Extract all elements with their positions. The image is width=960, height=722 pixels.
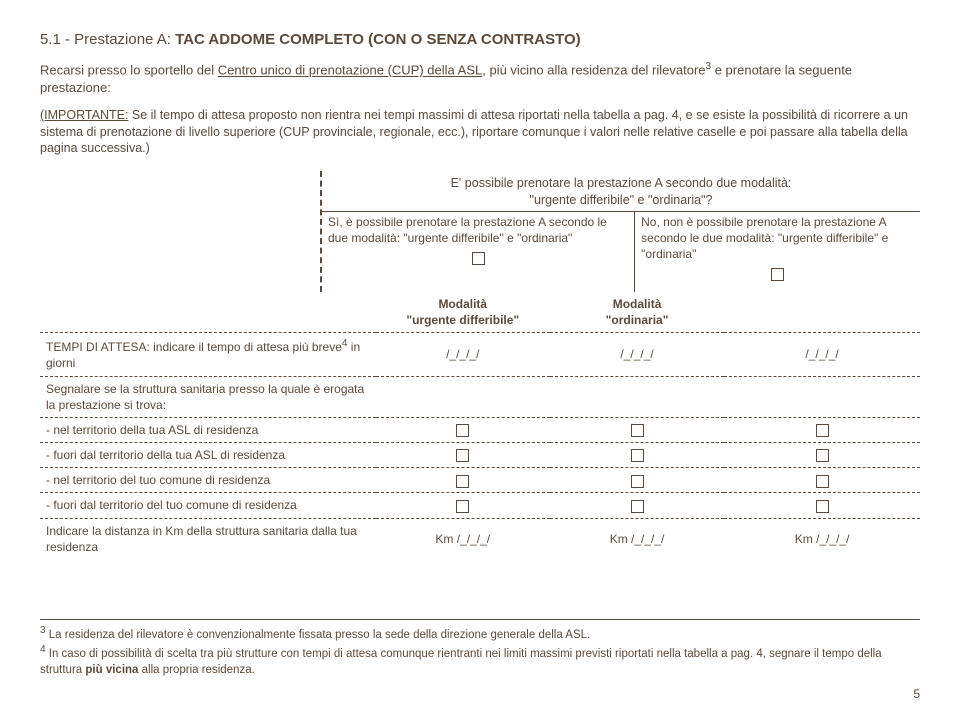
- th-no: [724, 292, 920, 333]
- chk[interactable]: [456, 475, 469, 488]
- question-block: E' possibile prenotare la prestazione A …: [320, 171, 920, 292]
- checkbox-no[interactable]: [771, 268, 784, 281]
- tempi-v3[interactable]: /_/_/_/: [724, 333, 920, 376]
- title-main: TAC ADDOME COMPLETO (CON O SENZA CONTRAS…: [175, 31, 581, 48]
- row-asl-out: - fuori dal territorio della tua ASL di …: [40, 443, 376, 468]
- tempi-v1[interactable]: /_/_/_/: [376, 333, 550, 376]
- table-row: TEMPI DI ATTESA: indicare il tempo di at…: [40, 333, 920, 376]
- chk[interactable]: [631, 449, 644, 462]
- f4c: alla propria residenza.: [138, 664, 254, 676]
- chk[interactable]: [456, 500, 469, 513]
- chk[interactable]: [456, 424, 469, 437]
- important-note: (IMPORTANTE: Se il tempo di attesa propo…: [40, 107, 920, 158]
- section-title: 5.1 - Prestazione A: TAC ADDOME COMPLETO…: [40, 30, 920, 50]
- km-v2[interactable]: Km /_/_/_/: [550, 518, 724, 559]
- chk[interactable]: [631, 500, 644, 513]
- footnotes: 3 La residenza del rilevatore è convenzi…: [40, 619, 920, 678]
- chk[interactable]: [631, 424, 644, 437]
- table-row: - fuori dal territorio della tua ASL di …: [40, 443, 920, 468]
- table-row: - fuori dal territorio del tuo comune di…: [40, 493, 920, 518]
- chk[interactable]: [816, 475, 829, 488]
- answer-no: No, non è possibile prenotare la prestaz…: [635, 212, 920, 292]
- km-v1[interactable]: Km /_/_/_/: [376, 518, 550, 559]
- th-mod1a: Modalità: [438, 297, 487, 311]
- tempi-v2[interactable]: /_/_/_/: [550, 333, 724, 376]
- intro-paragraph: Recarsi presso lo sportello del Centro u…: [40, 60, 920, 96]
- th-mod2a: Modalità: [613, 297, 662, 311]
- table-row: - nel territorio della tua ASL di reside…: [40, 417, 920, 442]
- row-tempi-label: TEMPI DI ATTESA: indicare il tempo di at…: [40, 333, 376, 376]
- row-km: Indicare la distanza in Km della struttu…: [40, 518, 376, 559]
- answer-yes: Sì, è possibile prenotare la prestazione…: [322, 212, 635, 292]
- table-row: Segnalare se la struttura sanitaria pres…: [40, 376, 920, 417]
- r1a: TEMPI DI ATTESA: indicare il tempo di at…: [46, 340, 342, 354]
- question-line1: E' possibile prenotare la prestazione A …: [451, 176, 792, 190]
- intro-t3: , più vicino alla residenza del rilevato…: [482, 63, 705, 78]
- table-row: - nel territorio del tuo comune di resid…: [40, 468, 920, 493]
- page-number: 5: [40, 686, 920, 702]
- title-prefix: 5.1 - Prestazione A:: [40, 31, 175, 48]
- th-empty: [40, 292, 376, 333]
- f3: La residenza del rilevatore è convenzion…: [46, 629, 591, 641]
- footnote-4: 4 In caso di possibilità di scelta tra p…: [40, 643, 920, 678]
- answer-no-text: No, non è possibile prenotare la prestaz…: [641, 215, 888, 261]
- note-lead: (IMPORTANTE:: [40, 108, 128, 122]
- chk[interactable]: [456, 449, 469, 462]
- chk[interactable]: [631, 475, 644, 488]
- note-body: Se il tempo di attesa proposto non rient…: [40, 108, 908, 156]
- intro-t2: Centro unico di prenotazione (CUP) della…: [218, 63, 482, 78]
- th-mod1: Modalità "urgente differibile": [376, 292, 550, 333]
- answer-yes-text: Sì, è possibile prenotare la prestazione…: [328, 215, 607, 245]
- row-comune-in: - nel territorio del tuo comune di resid…: [40, 468, 376, 493]
- intro-t1: Recarsi presso lo sportello del: [40, 63, 218, 78]
- footnote-3: 3 La residenza del rilevatore è convenzi…: [40, 624, 920, 643]
- th-mod2: Modalità "ordinaria": [550, 292, 724, 333]
- row-segnalare: Segnalare se la struttura sanitaria pres…: [40, 376, 376, 417]
- main-table: Modalità "urgente differibile" Modalità …: [40, 292, 920, 559]
- f4b: più vicina: [85, 664, 138, 676]
- th-mod2b: "ordinaria": [606, 313, 669, 327]
- question-header: E' possibile prenotare la prestazione A …: [322, 171, 920, 211]
- chk[interactable]: [816, 500, 829, 513]
- checkbox-yes[interactable]: [472, 252, 485, 265]
- table-row: Indicare la distanza in Km della struttu…: [40, 518, 920, 559]
- question-line2: "urgente differibile" e "ordinaria"?: [530, 193, 713, 207]
- row-comune-out: - fuori dal territorio del tuo comune di…: [40, 493, 376, 518]
- km-v3[interactable]: Km /_/_/_/: [724, 518, 920, 559]
- th-mod1b: "urgente differibile": [406, 313, 519, 327]
- chk[interactable]: [816, 449, 829, 462]
- chk[interactable]: [816, 424, 829, 437]
- row-asl-in: - nel territorio della tua ASL di reside…: [40, 417, 376, 442]
